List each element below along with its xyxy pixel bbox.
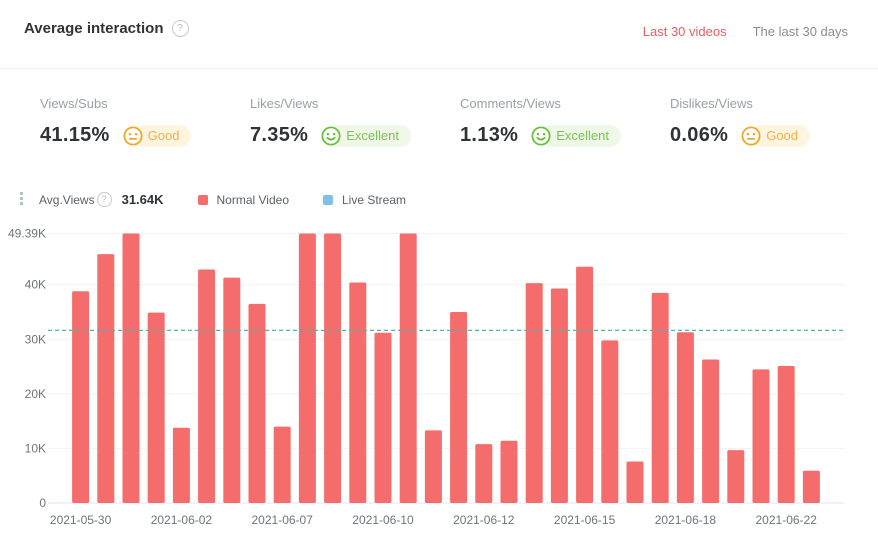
chart-bar[interactable] — [147, 312, 165, 503]
chart-bar[interactable] — [601, 340, 619, 503]
chart-bar[interactable] — [802, 470, 820, 503]
card-header: Average interaction ? — [24, 20, 189, 37]
x-axis-tick-label: 2021-06-22 — [756, 513, 818, 527]
metric-label: Views/Subs — [40, 96, 108, 111]
face-icon — [531, 125, 551, 146]
metric-value: 0.06% — [670, 124, 729, 146]
chart-bar[interactable] — [273, 426, 291, 503]
x-axis-tick-label: 2021-06-10 — [352, 513, 414, 527]
x-axis-tick-label: 2021-06-15 — [554, 513, 616, 527]
chart-legend: Avg.Views ? 31.64K Normal Video Live Str… — [20, 192, 406, 207]
x-axis-tick-label: 2021-05-30 — [50, 513, 112, 527]
metric-comments-views: Comments/Views 1.13% Excellent — [460, 96, 670, 147]
metric-label: Comments/Views — [460, 96, 561, 111]
metric-likes-views: Likes/Views 7.35% Excellent — [250, 96, 460, 147]
chart-bar[interactable] — [248, 303, 266, 503]
tab-last-30-days[interactable]: The last 30 days — [752, 24, 848, 39]
metrics-row: Views/Subs 41.15% Good Likes/Views 7.35%… — [40, 96, 878, 147]
y-axis-tick-label: 20K — [25, 387, 46, 401]
live-stream-swatch-icon — [323, 194, 333, 205]
chart-bar[interactable] — [122, 233, 140, 504]
x-axis-tick-label: 2021-06-02 — [151, 513, 213, 527]
face-icon — [321, 125, 341, 146]
chart-bar[interactable] — [777, 366, 795, 503]
rating-label: Excellent — [539, 124, 621, 147]
rating-badge: Excellent — [530, 124, 621, 147]
avg-views-label: Avg.Views — [39, 192, 95, 207]
chart-bar[interactable] — [324, 233, 342, 504]
chart-bar[interactable] — [198, 269, 216, 503]
metric-value: 41.15% — [40, 124, 110, 146]
chart-bar[interactable] — [450, 312, 468, 503]
legend-item-normal-video[interactable]: Normal Video — [197, 192, 289, 207]
chart-bar[interactable] — [727, 450, 745, 503]
avg-line-marker-icon — [20, 192, 23, 207]
header-divider — [0, 68, 878, 69]
legend-item-live-stream[interactable]: Live Stream — [323, 193, 406, 207]
metric-label: Dislikes/Views — [670, 96, 753, 111]
rating-label: Excellent — [329, 124, 411, 147]
legend-label: Normal Video — [216, 192, 289, 207]
y-axis-tick-label: 49.39K — [8, 227, 46, 241]
legend-label: Live Stream — [342, 192, 407, 207]
chart-bar[interactable] — [374, 332, 392, 503]
chart-bar[interactable] — [702, 359, 720, 503]
chart-bar[interactable] — [550, 288, 568, 503]
chart-bar[interactable] — [97, 254, 115, 503]
x-axis-tick-label: 2021-06-18 — [655, 513, 717, 527]
rating-label: Good — [130, 124, 192, 147]
rating-badge: Good — [122, 124, 192, 147]
interaction-bar-chart: 0 10K 20K 30K 40K 49.39K 2021-05-30 2021-06-02 2… — [8, 227, 845, 527]
y-axis-tick-label: 30K — [25, 332, 46, 346]
chart-bar[interactable] — [475, 444, 493, 503]
x-axis-tick-label: 2021-06-07 — [252, 513, 314, 527]
chart-bar[interactable] — [500, 440, 518, 503]
face-icon — [123, 125, 143, 146]
page-title: Average interaction — [24, 20, 164, 37]
chart-bar[interactable] — [651, 292, 669, 503]
chart-bar[interactable] — [349, 282, 367, 503]
chart-bar[interactable] — [576, 266, 594, 503]
rating-label: Good — [749, 124, 811, 147]
metric-value: 1.13% — [460, 124, 519, 146]
chart-bar[interactable] — [399, 233, 417, 504]
rating-badge: Good — [740, 124, 811, 147]
range-tabs: Last 30 videos The last 30 days — [643, 24, 848, 39]
avg-views-value: 31.64K — [121, 192, 164, 207]
chart-bar[interactable] — [223, 277, 241, 503]
chart-bar[interactable] — [626, 461, 644, 503]
chart-bar[interactable] — [752, 369, 770, 503]
rating-badge: Excellent — [320, 124, 411, 147]
metric-views-subs: Views/Subs 41.15% Good — [40, 96, 250, 147]
help-icon[interactable]: ? — [171, 20, 189, 37]
metric-dislikes-views: Dislikes/Views 0.06% Good — [670, 96, 878, 147]
y-axis-tick-label: 10K — [25, 441, 46, 455]
tab-last-30-videos[interactable]: Last 30 videos — [642, 24, 727, 39]
avg-help-icon[interactable]: ? — [96, 192, 112, 207]
y-axis-tick-label: 0 — [39, 496, 46, 510]
x-axis-tick-label: 2021-06-12 — [453, 513, 515, 527]
chart-bar[interactable] — [676, 332, 694, 503]
chart-bar[interactable] — [525, 283, 543, 503]
chart-bar[interactable] — [424, 430, 442, 503]
normal-video-swatch-icon — [197, 194, 208, 205]
metric-label: Likes/Views — [250, 96, 319, 111]
chart-bar[interactable] — [172, 427, 190, 503]
metric-value: 7.35% — [250, 124, 309, 146]
y-axis-tick-label: 40K — [25, 278, 46, 292]
face-icon — [741, 125, 761, 146]
chart-bar[interactable] — [72, 291, 90, 503]
chart-bar[interactable] — [298, 233, 316, 504]
